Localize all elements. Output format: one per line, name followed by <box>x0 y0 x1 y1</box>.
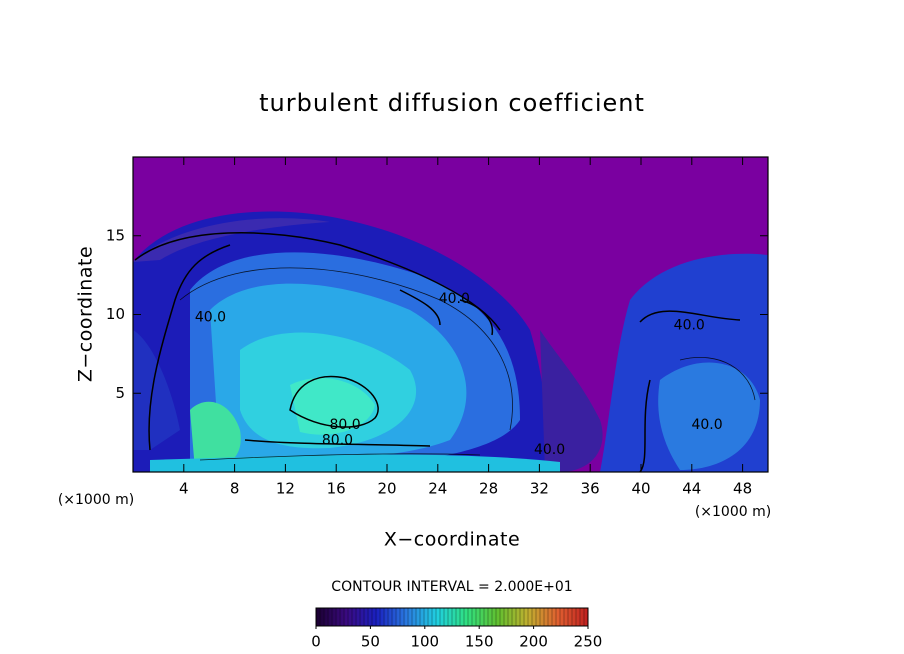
x-unit-label: (×1000 m) <box>695 504 771 520</box>
x-tick-label: 24 <box>428 480 447 498</box>
x-tick-label: 16 <box>327 480 346 498</box>
contour-label: 40.0 <box>195 310 226 326</box>
x-tick-label: 20 <box>377 480 396 498</box>
y-tick-label: 15 <box>106 226 125 244</box>
x-tick-label: 32 <box>530 480 549 498</box>
x-tick-label: 48 <box>733 480 752 498</box>
x-tick-label: 36 <box>581 480 600 498</box>
colorbar-tick-label: 250 <box>574 633 603 651</box>
contour-label: 40.0 <box>534 442 565 458</box>
x-unit-label: (×1000 m) <box>58 492 134 508</box>
colorbar-tick-label: 0 <box>311 633 321 651</box>
colorbar-tick-label: 100 <box>410 633 439 651</box>
chart-title: turbulent diffusion coefficient <box>259 89 645 117</box>
contour-label: 80.0 <box>330 417 361 433</box>
contour-label: 40.0 <box>691 417 722 433</box>
x-tick-label: 4 <box>179 480 189 498</box>
x-tick-label: 28 <box>479 480 498 498</box>
x-axis-title: X−coordinate <box>384 529 520 551</box>
contour-label: 40.0 <box>674 318 705 334</box>
contour-label: 40.0 <box>439 291 470 307</box>
y-tick-label: 10 <box>106 305 125 323</box>
contour-label: 80.0 <box>322 433 353 449</box>
contour-interval: CONTOUR INTERVAL = 2.000E+01 <box>331 579 572 595</box>
colorbar-tick-label: 50 <box>361 633 380 651</box>
colorbar-tick-label: 150 <box>465 633 494 651</box>
contour-field <box>133 157 768 472</box>
y-tick-label: 5 <box>115 384 125 402</box>
y-axis-title: Z−coordinate <box>75 246 97 382</box>
x-tick-label: 40 <box>631 480 650 498</box>
x-tick-label: 44 <box>682 480 701 498</box>
x-tick-label: 12 <box>276 480 295 498</box>
x-tick-label: 8 <box>230 480 240 498</box>
colorbar-tick-label: 200 <box>519 633 548 651</box>
